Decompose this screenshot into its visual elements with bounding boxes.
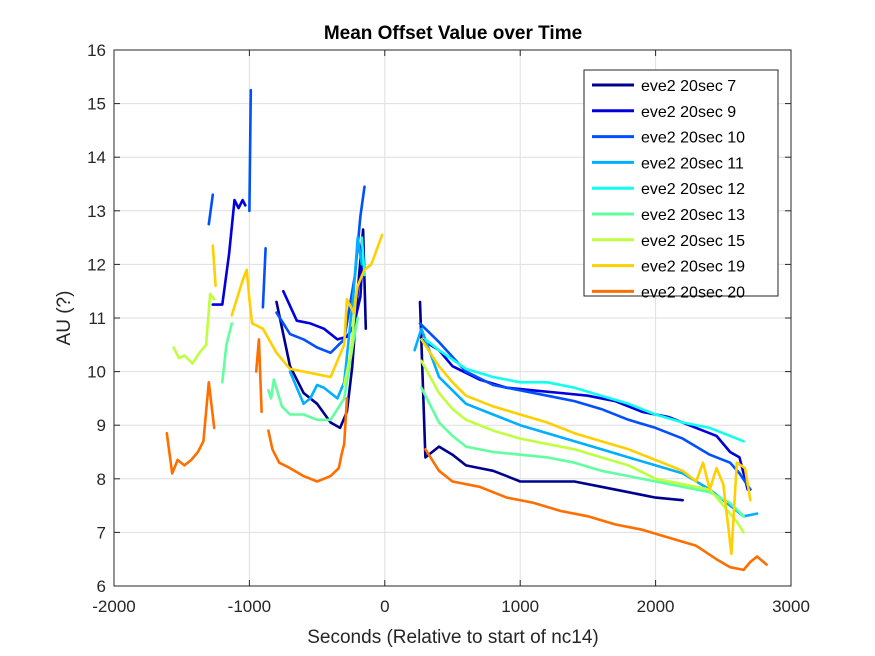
series-segment (418, 300, 685, 502)
legend-label: eve2 20sec 9 (641, 104, 736, 121)
axis-ticks: -2000 -1000 0 1000 2000 3000 6 7 8 9 10 11 12 13 14 15 1… (87, 41, 810, 616)
legend-item: eve2 20sec 9 (592, 104, 736, 121)
series-segment (275, 185, 366, 355)
x-tick-label: -2000 (92, 597, 135, 616)
legend-label: eve2 20sec 15 (641, 233, 745, 250)
x-tick-label: -1000 (228, 597, 271, 616)
series-segment (424, 338, 745, 443)
chart-title: Mean Offset Value over Time (324, 23, 582, 44)
x-tick-label: 1000 (501, 597, 539, 616)
legend-item: eve2 20sec 10 (592, 130, 745, 147)
series-segment (172, 292, 216, 365)
y-tick-label: 11 (88, 309, 106, 328)
series-segment (230, 233, 384, 379)
legend-item: eve2 20sec 15 (592, 233, 745, 250)
y-tick-label: 16 (87, 41, 106, 60)
series-segment (281, 247, 365, 341)
series-line (211, 233, 752, 556)
series-line (207, 88, 752, 491)
series-segment (221, 322, 234, 384)
series-segment (420, 359, 745, 534)
series-line (165, 338, 768, 572)
x-tick-label: 3000 (772, 597, 810, 616)
legend-label: eve2 20sec 12 (641, 181, 745, 198)
y-tick-label: 12 (87, 255, 106, 274)
series-segment (420, 386, 745, 518)
legend-item: eve2 20sec 19 (592, 259, 745, 276)
x-axis-label: Seconds (Relative to start of nc14) (307, 627, 598, 648)
y-tick-label: 9 (97, 416, 106, 435)
legend-item: eve2 20sec 11 (592, 155, 744, 172)
x-tick-label: 0 (380, 597, 389, 616)
series-line (275, 228, 685, 502)
series-segment (288, 236, 364, 406)
series-segment (207, 193, 215, 226)
series-segment (267, 316, 360, 422)
series-segment (267, 397, 349, 483)
legend-item: eve2 20sec 7 (592, 78, 736, 95)
series-segment (211, 198, 247, 306)
series-line (221, 316, 745, 518)
legend-item: eve2 20sec 20 (592, 284, 745, 301)
series-segment (165, 380, 216, 475)
y-tick-label: 14 (87, 148, 106, 167)
series-segment (418, 322, 752, 491)
y-axis-label: AU (?) (54, 291, 75, 346)
series-segment (420, 338, 752, 556)
legend-item: eve2 20sec 12 (592, 181, 745, 198)
y-tick-label: 15 (87, 95, 106, 114)
legend-box (583, 69, 779, 297)
legend-label: eve2 20sec 20 (641, 284, 745, 301)
y-tick-label: 8 (97, 470, 106, 489)
legend-label: eve2 20sec 19 (641, 259, 745, 276)
x-tick-label: 2000 (637, 597, 675, 616)
y-tick-label: 10 (87, 363, 106, 382)
series-segment (254, 338, 263, 414)
legend: eve2 20sec 7 eve2 20sec 9 eve2 20sec 10 eve… (583, 69, 779, 301)
y-tick-label: 13 (87, 202, 106, 221)
legend-item: eve2 20sec 13 (592, 207, 745, 224)
legend-label: eve2 20sec 13 (641, 207, 745, 224)
legend-label: eve2 20sec 10 (641, 130, 745, 147)
legend-label: eve2 20sec 11 (641, 155, 744, 172)
series-lines (165, 88, 768, 572)
y-tick-label: 7 (97, 523, 106, 542)
y-tick-label: 6 (97, 577, 106, 596)
series-segment (424, 447, 768, 572)
series-segment (248, 88, 253, 213)
legend-label: eve2 20sec 7 (641, 78, 736, 95)
series-segment (211, 244, 217, 288)
series-segment (261, 247, 267, 309)
legend-items: eve2 20sec 7 eve2 20sec 9 eve2 20sec 10 eve… (592, 78, 745, 301)
series-segment (275, 228, 368, 430)
